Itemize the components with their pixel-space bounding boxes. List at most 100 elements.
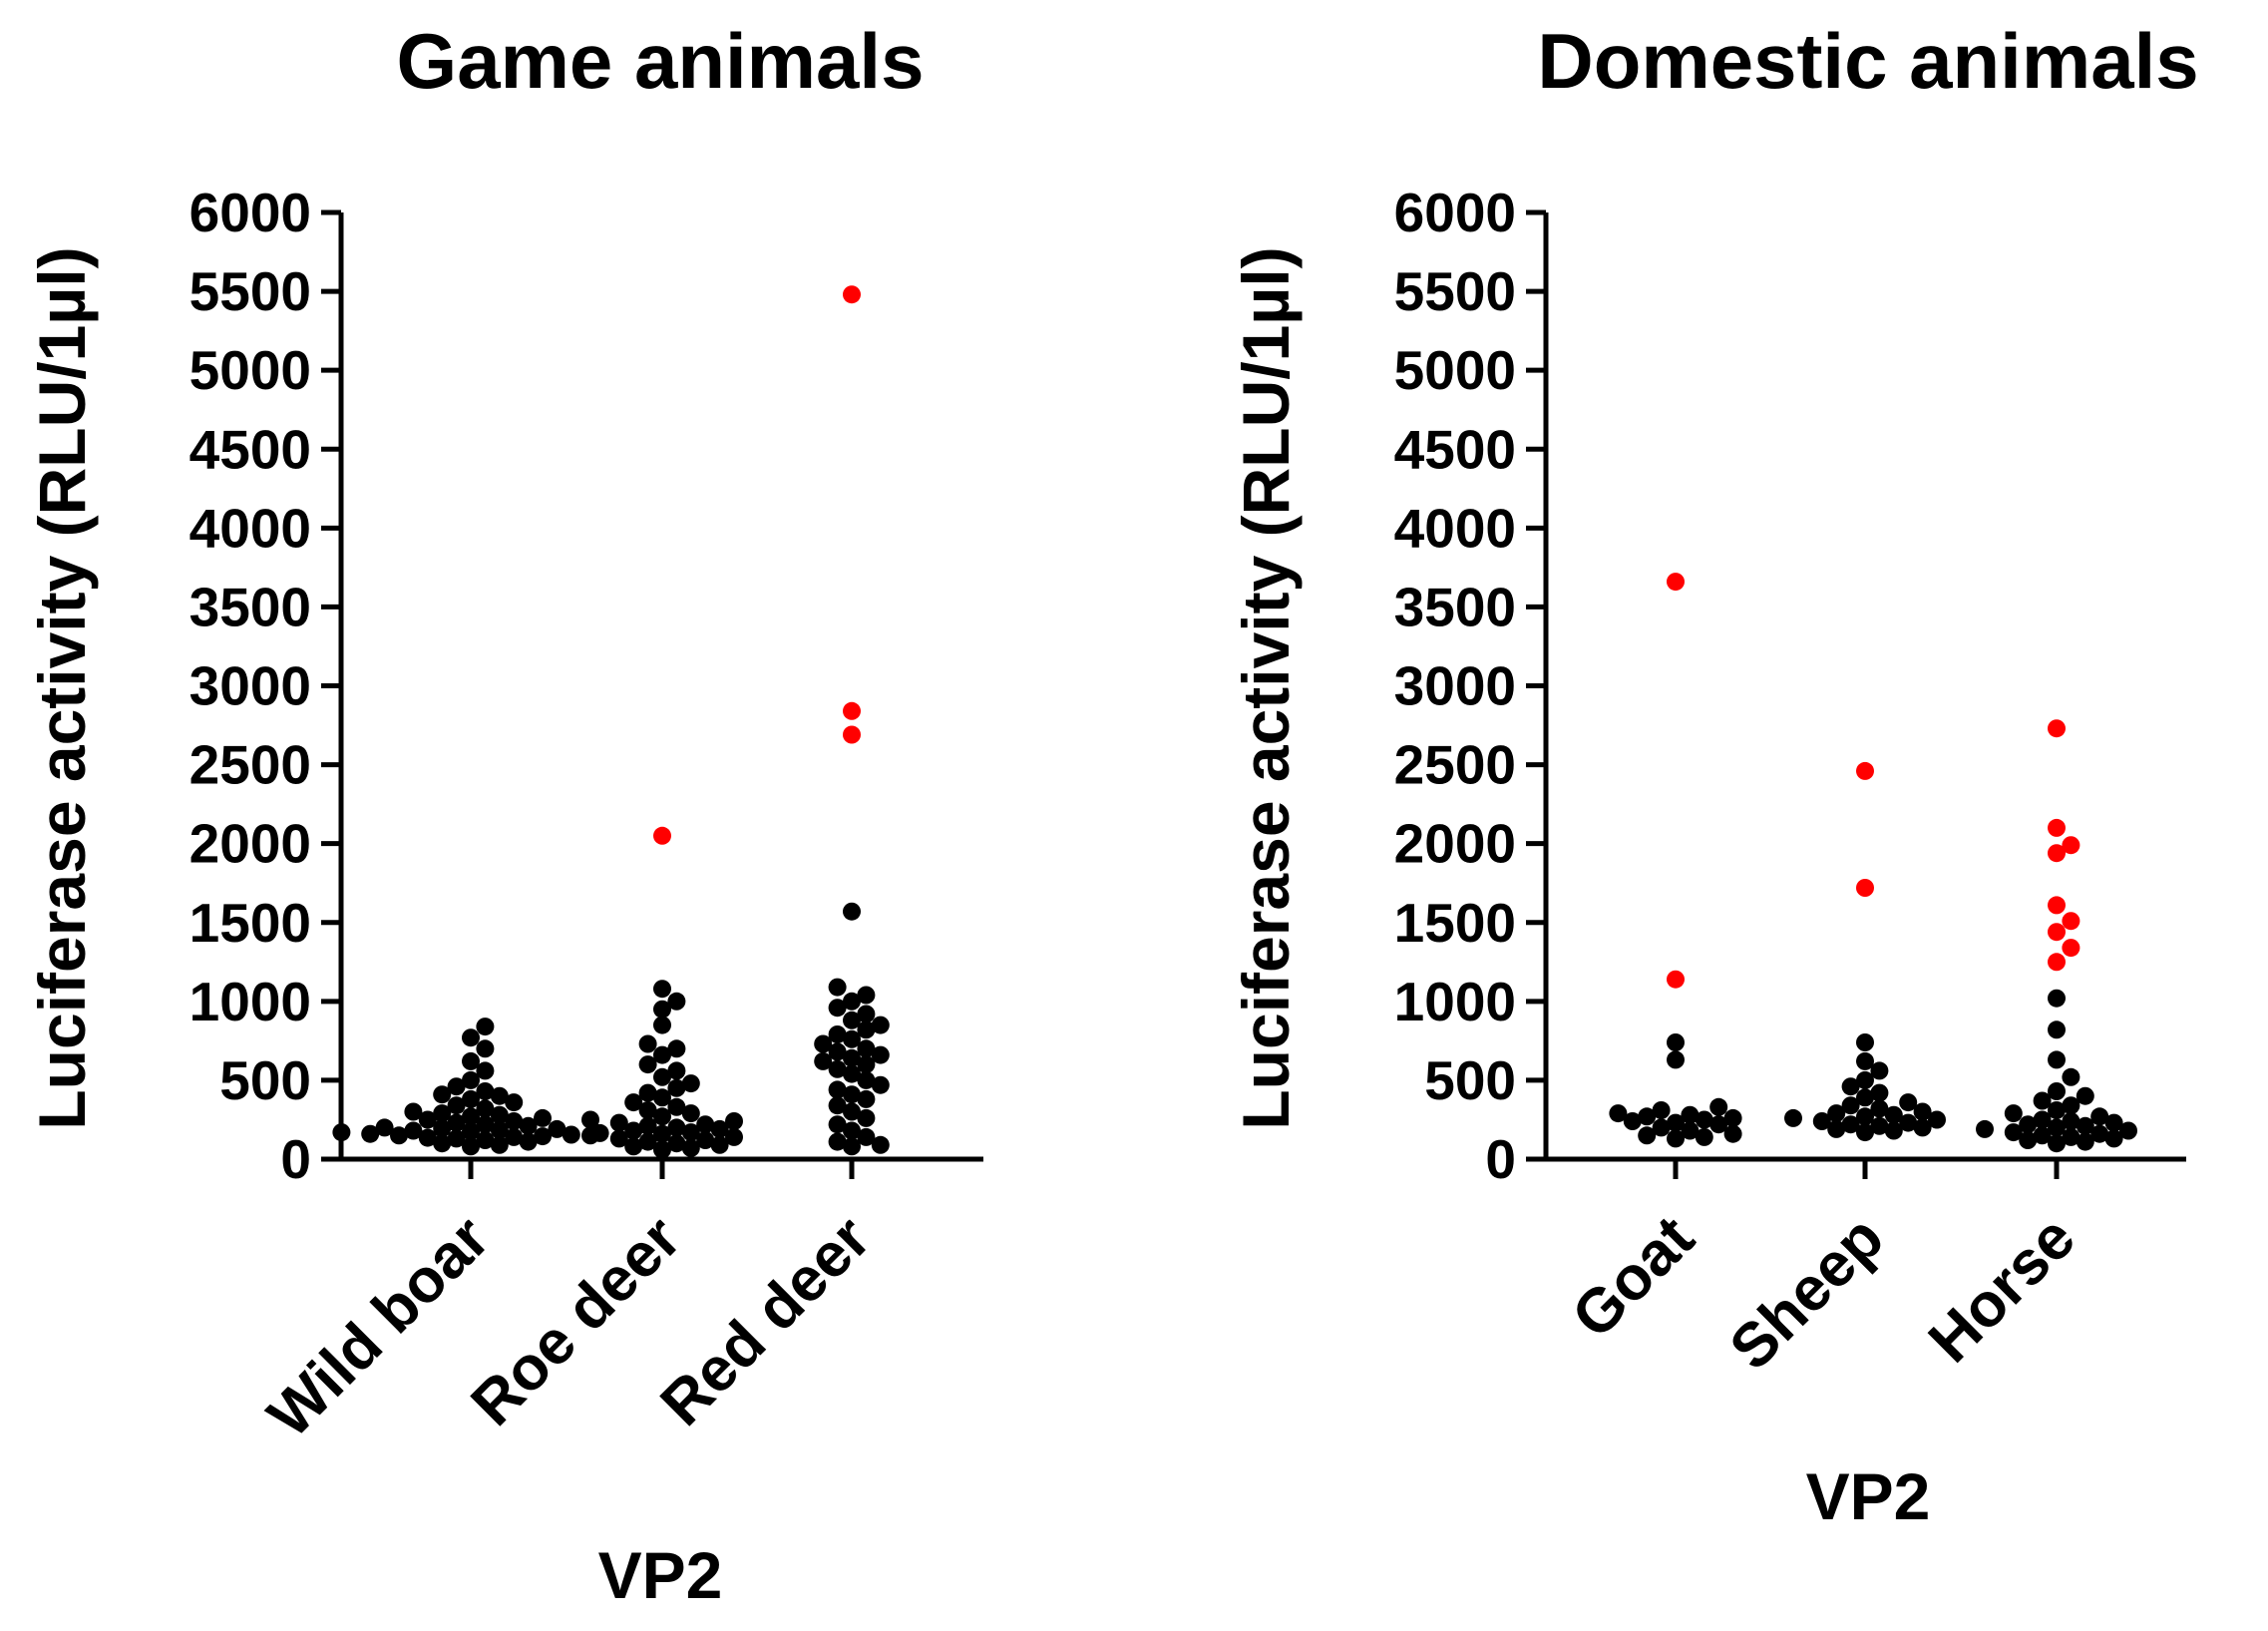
data-point [390, 1126, 408, 1145]
data-point [710, 1119, 729, 1138]
data-point [433, 1104, 452, 1123]
data-point [505, 1127, 524, 1146]
data-point [1709, 1097, 1728, 1116]
data-point [857, 1020, 876, 1039]
panel-domestic-animals: Domestic animals Luciferase activity (RL… [1229, 17, 2199, 1533]
y-tick-label: 5000 [189, 339, 311, 401]
x-axis-label: VP2 [1806, 1459, 1931, 1533]
data-point [653, 1045, 671, 1064]
data-point [667, 1039, 686, 1058]
data-point [490, 1105, 509, 1124]
data-point [667, 992, 686, 1011]
data-point [418, 1110, 437, 1129]
y-tick-label: 3000 [189, 655, 311, 717]
data-point [2062, 1112, 2080, 1130]
data-point [638, 1132, 657, 1151]
data-point [2019, 1115, 2038, 1134]
data-point [1667, 573, 1685, 592]
x-axis-label: VP2 [598, 1538, 723, 1612]
x-tick-label: Sheep [1717, 1203, 1897, 1383]
data-point [1884, 1105, 1903, 1124]
data-point [681, 1123, 700, 1142]
data-point [562, 1125, 580, 1144]
y-tick-label: 2000 [1394, 813, 1516, 875]
data-point [843, 1029, 861, 1048]
data-point [1856, 1033, 1874, 1051]
data-point [624, 1121, 643, 1140]
y-tick-label: 5500 [1394, 260, 1516, 322]
y-tick-label: 4500 [189, 418, 311, 480]
data-point [476, 1082, 495, 1100]
data-point [681, 1104, 700, 1123]
data-point [653, 1140, 671, 1159]
data-point [1723, 1108, 1742, 1127]
data-point [653, 1000, 671, 1019]
data-points [1609, 573, 2137, 1153]
data-point [1856, 1107, 1874, 1126]
y-tick-label: 2000 [189, 813, 311, 875]
data-point [534, 1127, 552, 1146]
data-point [667, 1078, 686, 1097]
y-ticks: 0 500 1000 1500 2000 2500 3000 3500 4000 4500 5000… [189, 182, 341, 1190]
data-point [828, 1115, 847, 1134]
data-point [1870, 1083, 1889, 1102]
data-point [2004, 1104, 2023, 1123]
data-point [1913, 1118, 1932, 1137]
data-point [857, 1005, 876, 1023]
data-point [843, 1121, 861, 1140]
data-point [871, 1075, 890, 1094]
data-point [2019, 1131, 2038, 1149]
data-point [462, 1089, 480, 1108]
data-point [843, 725, 861, 744]
y-axis-label: Luciferase activity (RLU/1µl) [25, 246, 99, 1129]
data-point [1681, 1105, 1700, 1124]
data-point [2033, 1091, 2052, 1110]
y-tick-label: 0 [280, 1128, 311, 1190]
data-point [1856, 1088, 1874, 1107]
data-point [2048, 1050, 2066, 1069]
data-point [857, 1055, 876, 1074]
data-point [828, 1042, 847, 1061]
data-point [505, 1093, 524, 1112]
data-point [1856, 1070, 1874, 1089]
data-point [1638, 1126, 1657, 1145]
chart-title: Game animals [397, 17, 925, 105]
data-point [1856, 1123, 1874, 1142]
data-point [857, 1070, 876, 1089]
data-point [447, 1113, 466, 1132]
data-point [653, 980, 671, 999]
data-point [681, 1138, 700, 1157]
y-ticks: 0 500 1000 1500 2000 2500 3000 3500 4000 4500 5000… [1394, 182, 1546, 1190]
data-point [2048, 953, 2066, 972]
data-point [609, 1113, 628, 1132]
data-point [519, 1116, 538, 1135]
data-point [696, 1131, 715, 1149]
data-point [1709, 1115, 1728, 1134]
data-point [843, 1011, 861, 1029]
data-point [871, 1045, 890, 1064]
data-point [653, 1088, 671, 1107]
data-point [857, 986, 876, 1005]
data-point [2033, 1110, 2052, 1129]
y-tick-label: 6000 [189, 182, 311, 243]
data-point [1884, 1121, 1903, 1140]
data-point [361, 1124, 380, 1143]
data-point [1638, 1107, 1657, 1126]
data-point [653, 1107, 671, 1126]
data-point [2119, 1121, 2137, 1140]
data-point [2104, 1113, 2123, 1132]
data-point [828, 1132, 847, 1151]
data-point [1899, 1113, 1918, 1132]
data-point [2004, 1123, 2023, 1142]
y-tick-label: 3000 [1394, 655, 1516, 717]
data-point [857, 1127, 876, 1146]
y-tick-label: 1500 [1394, 892, 1516, 954]
x-tick-label: Goat [1559, 1203, 1707, 1352]
data-point [1812, 1112, 1831, 1130]
data-point [490, 1135, 509, 1154]
y-tick-label: 5000 [1394, 339, 1516, 401]
data-point [725, 1127, 743, 1146]
data-point [447, 1077, 466, 1096]
data-point [548, 1119, 567, 1138]
